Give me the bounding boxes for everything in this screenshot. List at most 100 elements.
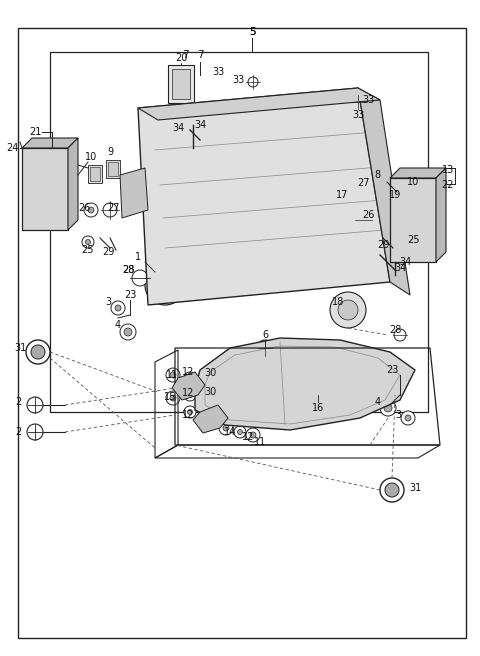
- Text: 34: 34: [194, 120, 206, 130]
- Bar: [106, 160, 120, 178]
- Text: 10: 10: [407, 177, 419, 187]
- Text: 3: 3: [105, 297, 111, 307]
- Circle shape: [88, 207, 94, 213]
- Text: 11: 11: [254, 437, 266, 447]
- Circle shape: [132, 270, 148, 286]
- Text: 15: 15: [164, 392, 176, 402]
- Bar: [397, 187, 407, 201]
- Circle shape: [401, 411, 415, 425]
- Circle shape: [357, 365, 363, 371]
- Circle shape: [330, 292, 366, 328]
- Text: 26: 26: [79, 203, 91, 213]
- Circle shape: [380, 478, 404, 502]
- Text: 25: 25: [407, 235, 419, 245]
- Text: 28: 28: [122, 265, 134, 275]
- Circle shape: [248, 77, 258, 87]
- Text: 16: 16: [312, 403, 324, 413]
- Text: 24: 24: [6, 143, 18, 153]
- Text: 22: 22: [442, 180, 454, 190]
- Circle shape: [103, 203, 117, 217]
- Text: 25: 25: [82, 245, 94, 255]
- Polygon shape: [195, 338, 415, 430]
- Circle shape: [223, 425, 229, 431]
- Text: 27: 27: [357, 178, 369, 188]
- Bar: [50, 52, 428, 412]
- Circle shape: [206, 394, 214, 401]
- Circle shape: [188, 375, 192, 380]
- Circle shape: [234, 426, 246, 438]
- Text: 29: 29: [102, 247, 114, 257]
- Circle shape: [27, 397, 43, 413]
- Text: 34: 34: [399, 257, 411, 267]
- Polygon shape: [390, 178, 436, 262]
- Text: 12: 12: [242, 432, 254, 442]
- Bar: [395, 185, 409, 203]
- Circle shape: [184, 372, 196, 384]
- Circle shape: [170, 395, 176, 401]
- Circle shape: [38, 186, 50, 198]
- Polygon shape: [436, 168, 446, 262]
- Text: 31: 31: [409, 483, 421, 493]
- Polygon shape: [172, 372, 205, 400]
- Circle shape: [257, 340, 273, 356]
- Text: 12: 12: [182, 410, 194, 420]
- Text: 29: 29: [377, 240, 389, 250]
- Circle shape: [377, 212, 383, 218]
- Text: 33: 33: [232, 75, 244, 85]
- Text: 1: 1: [135, 252, 141, 262]
- Bar: [90, 167, 100, 181]
- Polygon shape: [358, 88, 410, 295]
- Text: 6: 6: [262, 330, 268, 340]
- Text: 26: 26: [362, 210, 375, 220]
- Circle shape: [124, 328, 132, 336]
- Text: 7: 7: [182, 50, 188, 60]
- Circle shape: [188, 409, 192, 415]
- Circle shape: [170, 372, 176, 378]
- Text: 10: 10: [85, 152, 97, 162]
- Circle shape: [264, 349, 276, 361]
- Circle shape: [338, 300, 358, 320]
- Text: 11: 11: [166, 370, 178, 380]
- Circle shape: [250, 432, 256, 438]
- Circle shape: [206, 375, 214, 382]
- Text: 4: 4: [115, 320, 121, 330]
- Circle shape: [184, 389, 196, 401]
- Circle shape: [400, 239, 406, 245]
- Text: 2: 2: [15, 427, 21, 437]
- Text: 33: 33: [212, 67, 224, 77]
- Circle shape: [166, 368, 180, 382]
- Bar: [385, 210, 403, 255]
- Circle shape: [394, 329, 406, 341]
- Polygon shape: [138, 88, 390, 305]
- Polygon shape: [68, 138, 78, 230]
- Polygon shape: [22, 138, 78, 148]
- Circle shape: [246, 428, 260, 442]
- Text: 28: 28: [389, 325, 401, 335]
- Bar: [108, 162, 118, 176]
- Text: 33: 33: [362, 95, 374, 105]
- Circle shape: [397, 236, 409, 248]
- Text: 27: 27: [107, 203, 119, 213]
- Circle shape: [384, 404, 392, 412]
- Circle shape: [400, 210, 424, 234]
- Circle shape: [353, 97, 363, 107]
- Text: 17: 17: [336, 190, 348, 200]
- Circle shape: [405, 415, 411, 421]
- Text: 20: 20: [175, 53, 187, 63]
- Polygon shape: [193, 405, 228, 433]
- Bar: [396, 188, 428, 238]
- Circle shape: [26, 340, 50, 364]
- Text: 19: 19: [389, 190, 401, 200]
- Bar: [168, 65, 194, 103]
- Text: 5: 5: [249, 27, 255, 37]
- Circle shape: [32, 180, 56, 204]
- Circle shape: [85, 239, 91, 245]
- Text: 14: 14: [224, 427, 236, 437]
- Text: 28: 28: [122, 265, 134, 275]
- Circle shape: [115, 305, 121, 311]
- Circle shape: [84, 203, 98, 217]
- Bar: [88, 165, 102, 183]
- Text: 5: 5: [249, 27, 255, 37]
- Text: 21: 21: [29, 127, 41, 137]
- Circle shape: [111, 301, 125, 315]
